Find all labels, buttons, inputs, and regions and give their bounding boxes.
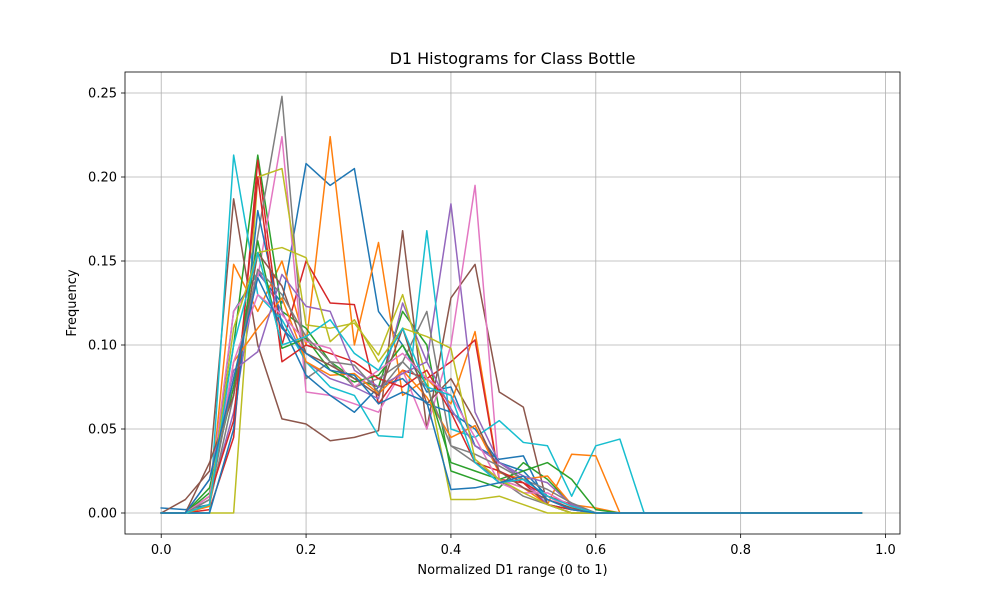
y-axis-ticks: 0.00 0.05 0.10 0.15 0.20 0.25 xyxy=(88,87,125,522)
series-line xyxy=(160,95,863,514)
axes-frame xyxy=(124,71,901,535)
grid-lines xyxy=(125,72,900,534)
y-tick-label: 0.10 xyxy=(88,339,117,354)
series-line xyxy=(160,154,863,514)
x-axis-label: Normalized D1 range (0 to 1) xyxy=(417,563,607,578)
series-line xyxy=(160,251,863,514)
y-tick-label: 0.05 xyxy=(88,423,117,438)
x-tick-label: 1.0 xyxy=(875,543,896,558)
series-line xyxy=(160,251,863,514)
y-axis-label: Frequency xyxy=(65,269,80,336)
x-tick-label: 0.6 xyxy=(585,543,606,558)
x-tick-label: 0.0 xyxy=(151,543,172,558)
y-tick-label: 0.25 xyxy=(88,87,117,102)
x-tick-label: 0.8 xyxy=(730,543,751,558)
y-tick-label: 0.15 xyxy=(88,255,117,270)
x-tick-label: 0.2 xyxy=(296,543,317,558)
series-lines xyxy=(160,95,863,515)
x-tick-label: 0.4 xyxy=(441,543,462,558)
x-axis-ticks: 0.0 0.2 0.4 0.6 0.8 1.0 xyxy=(151,534,896,558)
series-line xyxy=(160,277,863,514)
series-line xyxy=(160,209,863,514)
y-tick-label: 0.00 xyxy=(88,507,117,522)
y-tick-label: 0.20 xyxy=(88,171,117,186)
series-line xyxy=(160,162,863,514)
chart-title: D1 Histograms for Class Bottle xyxy=(390,49,636,68)
